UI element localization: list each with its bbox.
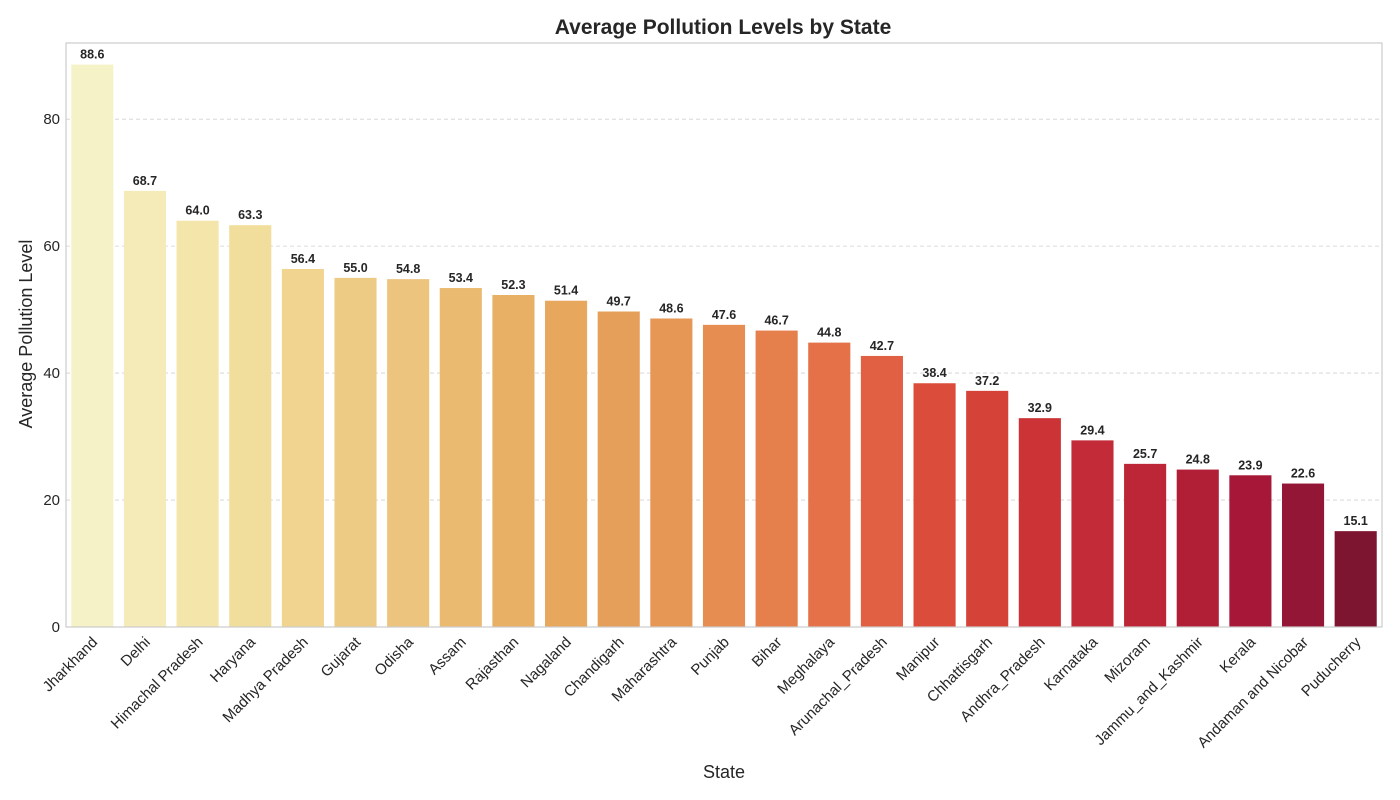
- bar-value-label: 44.8: [817, 326, 841, 340]
- bar-value-label: 63.3: [238, 208, 262, 222]
- x-tick-label: Karnataka: [1041, 633, 1102, 694]
- bars: [71, 64, 1377, 627]
- y-tick-label: 40: [43, 365, 60, 382]
- bar-value-label: 46.7: [764, 314, 788, 328]
- x-tick-label: Rajasthan: [462, 634, 522, 694]
- x-tick-label: Bihar: [749, 634, 786, 671]
- bar-value-label: 88.6: [80, 48, 104, 62]
- y-axis-ticks: 0 20 40 60 80: [43, 111, 60, 636]
- bar: [229, 225, 272, 627]
- x-tick-label: Haryana: [207, 633, 260, 686]
- bar-value-label: 25.7: [1133, 447, 1157, 461]
- bar: [1176, 469, 1219, 627]
- plot-frame: [65, 42, 1383, 628]
- y-tick-label: 80: [43, 111, 60, 128]
- bar-value-label: 51.4: [554, 284, 578, 298]
- bar-value-label: 22.6: [1291, 467, 1315, 481]
- x-tick-label: Manipur: [893, 634, 943, 684]
- bar: [966, 390, 1009, 627]
- bar: [492, 295, 535, 627]
- bar-value-label: 56.4: [291, 252, 315, 266]
- bar: [176, 220, 219, 627]
- bar-value-label: 29.4: [1080, 423, 1104, 437]
- y-tick-label: 0: [52, 619, 60, 636]
- x-tick-label: Punjab: [688, 634, 733, 679]
- bar: [387, 279, 430, 627]
- y-axis-label: Average Pollution Level: [16, 240, 36, 429]
- bar: [1124, 463, 1167, 627]
- bar: [860, 355, 903, 627]
- x-tick-label: Jammu_and_Kashmir: [1091, 634, 1206, 749]
- bar-value-label: 64.0: [185, 204, 209, 218]
- bar-value-label: 23.9: [1238, 458, 1262, 472]
- bar: [439, 288, 482, 627]
- x-tick-label: Arunachal_Pradesh: [786, 634, 891, 739]
- bar-value-label: 42.7: [870, 339, 894, 353]
- x-tick-label: Mizoram: [1101, 634, 1154, 687]
- bar-value-label: 37.2: [975, 374, 999, 388]
- bar: [808, 342, 851, 627]
- bar: [281, 268, 324, 627]
- bar-value-label: 38.4: [922, 366, 946, 380]
- bar-value-label: 68.7: [133, 174, 157, 188]
- bar: [334, 277, 377, 627]
- bar: [597, 311, 640, 627]
- x-tick-label: Gujarat: [318, 633, 365, 680]
- bar: [71, 64, 114, 627]
- data-labels: 88.6 68.7 64.0 63.3 56.4 55.0 54.8 53.4 52.3 51.4…: [80, 48, 1368, 529]
- bar: [545, 300, 588, 627]
- bar: [755, 330, 798, 627]
- bar: [1281, 483, 1325, 627]
- x-tick-label: Assam: [425, 634, 469, 678]
- bar-value-label: 49.7: [607, 295, 631, 309]
- bar-value-label: 55.0: [343, 261, 367, 275]
- y-tick-label: 20: [43, 492, 60, 509]
- bar: [702, 324, 746, 627]
- chart-title: Average Pollution Levels by State: [555, 16, 892, 39]
- bar: [1229, 475, 1272, 627]
- bar: [1018, 418, 1061, 627]
- x-tick-label: Delhi: [118, 634, 154, 670]
- bar: [123, 190, 167, 627]
- bar-value-label: 54.8: [396, 262, 420, 276]
- bar: [913, 383, 956, 627]
- bar-value-label: 47.6: [712, 308, 736, 322]
- bar-value-label: 52.3: [501, 278, 525, 292]
- x-axis-label: State: [703, 762, 745, 782]
- bar: [650, 318, 693, 627]
- bar-value-label: 48.6: [659, 301, 683, 315]
- bar: [1334, 531, 1377, 627]
- bar: [1071, 440, 1114, 627]
- bar-value-label: 53.4: [449, 271, 473, 285]
- bar-value-label: 24.8: [1186, 453, 1210, 467]
- bar-value-label: 15.1: [1344, 514, 1368, 528]
- x-tick-label: Odisha: [371, 633, 417, 679]
- bar-value-label: 32.9: [1028, 401, 1052, 415]
- x-tick-label: Himachal Pradesh: [108, 634, 207, 733]
- x-tick-label: Jharkhand: [40, 634, 102, 696]
- y-tick-label: 60: [43, 238, 60, 255]
- x-tick-label: Kerala: [1217, 633, 1260, 676]
